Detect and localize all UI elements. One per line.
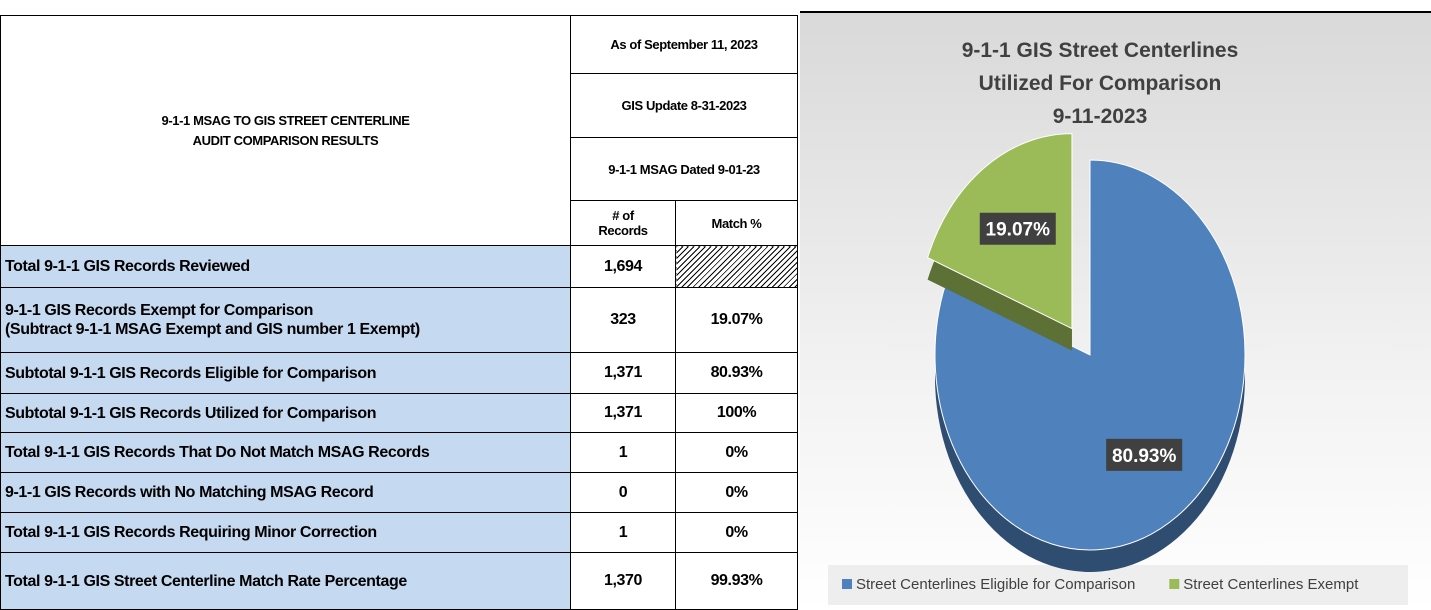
label-box (1106, 438, 1183, 471)
legend-background (828, 565, 1408, 605)
label-line: Subtotal 9-1-1 GIS Records Eligible for … (5, 364, 377, 382)
chart-title: 9-11-2023 (1053, 105, 1148, 128)
title-line: AUDIT COMPARISON RESULTS (192, 132, 379, 148)
row-label: 9-1-1 GIS Records Exempt for Comparison (… (0, 287, 571, 353)
header-line: Records (598, 223, 648, 238)
label-line: Subtotal 9-1-1 GIS Records Utilized for … (5, 404, 377, 422)
as-of: As of September 11, 2023 (569, 15, 799, 74)
header-row: GIS Update 8-31-2023 (1, 73, 799, 138)
gis-update: GIS Update 8-31-2023 (569, 73, 799, 138)
legend-label: Street Centerlines Exempt (1183, 576, 1359, 593)
data-label: 80.93% (1112, 446, 1177, 467)
pie-chart: 9-1-1 GIS Street Centerlines Utilized For… (800, 11, 1431, 609)
records-header: # of Records (570, 200, 676, 246)
match-cell: 100% (674, 393, 799, 433)
data-row: Total 9-1-1 GIS Records Reviewed 1,694 (0, 245, 799, 288)
match-cell: 80.93% (674, 352, 799, 394)
table-body: 9-1-1 MSAG TO GIS STREET CENTERLINE AUDI… (0, 15, 799, 610)
records-cell: 1 (570, 512, 676, 553)
label-line: 9-1-1 GIS Records Exempt for Comparison (5, 302, 314, 319)
records-cell: 1,694 (570, 245, 676, 288)
records-cell: 1,370 (570, 552, 676, 610)
row-label: Total 9-1-1 GIS Street Centerline Match … (0, 552, 571, 610)
hatched-cell (674, 245, 799, 288)
data-row: 9-1-1 GIS Records Exempt for Comparison (… (0, 287, 799, 353)
records-cell: 0 (570, 472, 676, 513)
records-cell: 1,371 (570, 352, 676, 394)
data-row: Subtotal 9-1-1 GIS Records Eligible for … (0, 352, 799, 394)
label-line: (Subtract 9-1-1 MSAG Exempt and GIS numb… (5, 321, 420, 338)
records-cell: 323 (570, 287, 676, 353)
row-label: Total 9-1-1 GIS Records Reviewed (0, 245, 571, 288)
label-line: Total 9-1-1 GIS Records That Do Not Matc… (5, 444, 430, 461)
data-label: 19.07% (986, 220, 1051, 241)
label-line: Total 9-1-1 GIS Records Reviewed (5, 258, 250, 275)
data-row: Total 9-1-1 GIS Records That Do Not Matc… (0, 432, 799, 473)
row-label: Total 9-1-1 GIS Records That Do Not Matc… (0, 432, 571, 473)
header-row: 9-1-1 MSAG TO GIS STREET CENTERLINE AUDI… (0, 15, 799, 246)
legend-label: Street Centerlines Eligible for Comparis… (856, 576, 1135, 593)
legend-swatch (842, 579, 852, 589)
match-cell: 0% (674, 432, 799, 473)
row-label: 9-1-1 GIS Records with No Matching MSAG … (0, 472, 571, 513)
audit-table: 9-1-1 MSAG TO GIS STREET CENTERLINE AUDI… (0, 15, 799, 610)
data-row: Total 9-1-1 GIS Records Requiring Minor … (0, 512, 799, 553)
header-row: 9-1-1 MSAG Dated 9-01-23 (1, 137, 799, 201)
data-row: 9-1-1 GIS Records with No Matching MSAG … (0, 472, 799, 513)
row-label: Subtotal 9-1-1 GIS Records Utilized for … (0, 393, 571, 433)
match-cell: 19.07% (674, 287, 799, 353)
label-box (979, 212, 1056, 245)
header-row: # of Records Match % (1, 200, 799, 246)
match-header: Match % (674, 200, 799, 246)
label-line: Total 9-1-1 GIS Records Requiring Minor … (5, 524, 377, 541)
title-line: 9-1-1 MSAG TO GIS STREET CENTERLINE (161, 112, 410, 128)
label-line: 9-1-1 GIS Records with No Matching MSAG … (5, 484, 374, 501)
data-row: Subtotal 9-1-1 GIS Records Utilized for … (0, 393, 799, 433)
match-cell: 0% (674, 472, 799, 513)
records-cell: 1 (570, 432, 676, 473)
table-title: 9-1-1 MSAG TO GIS STREET CENTERLINE AUDI… (0, 15, 571, 246)
legend-swatch (1169, 579, 1180, 589)
match-cell: 99.93% (674, 552, 799, 610)
chart-title: 9-1-1 GIS Street Centerlines (962, 39, 1239, 62)
msag-date: 9-1-1 MSAG Dated 9-01-23 (569, 137, 799, 201)
data-row: Total 9-1-1 GIS Street Centerline Match … (0, 552, 799, 610)
row-label: Subtotal 9-1-1 GIS Records Eligible for … (0, 352, 571, 394)
row-label: Total 9-1-1 GIS Records Requiring Minor … (0, 512, 571, 553)
chart-title: Utilized For Comparison (979, 72, 1222, 95)
match-cell: 0% (674, 512, 799, 553)
header-line: # of (612, 208, 634, 223)
label-line: Total 9-1-1 GIS Street Centerline Match … (5, 572, 407, 590)
records-cell: 1,371 (570, 393, 676, 433)
